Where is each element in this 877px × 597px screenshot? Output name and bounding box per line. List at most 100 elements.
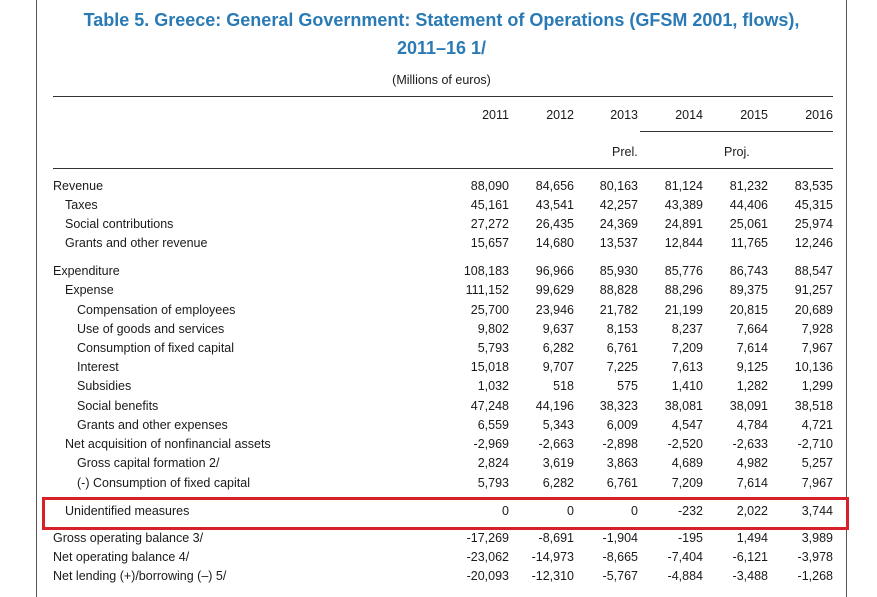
cell-value: 3,863: [606, 456, 638, 470]
cell-value: 9,707: [542, 360, 574, 374]
cell-value: 0: [567, 504, 574, 518]
cell-value: -8,665: [602, 550, 638, 564]
cell-value: -12,310: [531, 569, 574, 583]
cell-value: -23,062: [466, 550, 509, 564]
table-row: Social contributions 27,272 26,435 24,36…: [0, 215, 877, 234]
cell-value: 21,782: [599, 303, 638, 317]
cell-value: -17,269: [466, 531, 509, 545]
row-label: Use of goods and services: [77, 322, 225, 336]
row-label: Consumption of fixed capital: [77, 341, 235, 355]
cell-value: 96,966: [535, 264, 574, 278]
table-row: Consumption of fixed capital 5,793 6,282…: [0, 339, 877, 358]
cell-value: 2,824: [477, 456, 509, 470]
cell-value: 4,689: [671, 456, 703, 470]
cell-value: 11,765: [730, 236, 768, 250]
left-border: [36, 0, 37, 597]
cell-value: -8,691: [538, 531, 574, 545]
table-row: Social benefits 47,248 44,196 38,323 38,…: [0, 397, 877, 416]
cell-value: 518: [553, 379, 574, 393]
cell-value: 1,410: [671, 379, 703, 393]
cell-value: 7,614: [736, 476, 768, 490]
cell-value: 83,535: [794, 179, 833, 193]
cell-value: 1,032: [477, 379, 509, 393]
row-label: Compensation of employees: [77, 303, 236, 317]
cell-value: 7,664: [736, 322, 768, 336]
cell-value: 43,389: [664, 198, 703, 212]
cell-value: 12,246: [794, 236, 833, 250]
cell-value: 84,656: [535, 179, 574, 193]
row-label: Social contributions: [65, 217, 174, 231]
cell-value: 4,721: [801, 418, 833, 432]
cell-value: 7,614: [736, 341, 768, 355]
cell-value: 45,315: [794, 198, 833, 212]
header-bottom-rule: [53, 168, 833, 169]
cell-value: 27,272: [470, 217, 509, 231]
cell-value: 3,989: [801, 531, 833, 545]
table-row: Grants and other expenses 6,559 5,343 6,…: [0, 416, 877, 435]
cell-value: 24,369: [599, 217, 638, 231]
cell-value: 9,802: [477, 322, 509, 336]
row-label: Revenue: [53, 179, 104, 193]
cell-value: 3,744: [801, 504, 833, 518]
year-header-2014: 2014: [675, 108, 703, 122]
cell-value: 88,828: [599, 283, 638, 297]
cell-value: 15,657: [470, 236, 509, 250]
table-row: Gross capital formation 2/ 2,824 3,619 3…: [0, 454, 877, 473]
cell-value: 6,282: [542, 476, 574, 490]
cell-value: 38,323: [599, 399, 638, 413]
cell-value: 12,844: [664, 236, 703, 250]
header-top-rule: [53, 96, 833, 97]
cell-value: 7,613: [671, 360, 703, 374]
cell-value: 111,152: [465, 283, 509, 297]
cell-value: -14,973: [531, 550, 574, 564]
table-title: Table 5. Greece: General Government: Sta…: [83, 10, 800, 30]
row-label: Social benefits: [77, 399, 159, 413]
cell-value: 38,081: [664, 399, 703, 413]
cell-value: 88,090: [470, 179, 509, 193]
cell-value: 4,784: [736, 418, 768, 432]
cell-value: 80,163: [599, 179, 638, 193]
cell-value: 1,299: [801, 379, 833, 393]
cell-value: 7,967: [801, 341, 833, 355]
cell-value: 20,815: [729, 303, 768, 317]
cell-value: -4,884: [667, 569, 703, 583]
cell-value: 3,619: [542, 456, 574, 470]
table-row: Interest 15,018 9,707 7,225 7,613 9,125 …: [0, 358, 877, 377]
cell-value: 20,689: [794, 303, 833, 317]
cell-value: 6,559: [477, 418, 509, 432]
row-label: Taxes: [65, 198, 98, 212]
cell-value: -2,633: [732, 437, 768, 451]
row-label: Interest: [77, 360, 119, 374]
cell-value: 25,061: [729, 217, 768, 231]
cell-value: -1,904: [602, 531, 638, 545]
cell-value: 44,406: [729, 198, 768, 212]
cell-value: 14,680: [535, 236, 574, 250]
row-label: Net operating balance 4/: [53, 550, 190, 564]
cell-value: 4,982: [736, 456, 768, 470]
cell-value: -3,978: [797, 550, 833, 564]
cell-value: 24,891: [664, 217, 703, 231]
prel-label: Prel.: [612, 145, 638, 159]
row-label: Grants and other revenue: [65, 236, 208, 250]
proj-label: Proj.: [724, 145, 750, 159]
year-header-2012: 2012: [546, 108, 574, 122]
table-row: Expenditure 108,183 96,966 85,930 85,776…: [0, 262, 877, 281]
cell-value: 25,974: [794, 217, 833, 231]
cell-value: 2,022: [736, 504, 768, 518]
cell-value: 99,629: [535, 283, 574, 297]
cell-value: 44,196: [535, 399, 574, 413]
cell-value: 81,232: [729, 179, 768, 193]
cell-value: 88,547: [794, 264, 833, 278]
cell-value: -2,520: [667, 437, 703, 451]
row-label: Grants and other expenses: [77, 418, 228, 432]
table-row: Grants and other revenue 15,657 14,680 1…: [0, 234, 877, 253]
cell-value: 25,700: [470, 303, 509, 317]
cell-value: 10,136: [794, 360, 833, 374]
cell-value: 85,776: [664, 264, 703, 278]
cell-value: 15,018: [470, 360, 509, 374]
table-row: Gross operating balance 3/ -17,269 -8,69…: [0, 529, 877, 548]
cell-value: 43,541: [535, 198, 574, 212]
cell-value: 91,257: [794, 283, 833, 297]
row-label: (-) Consumption of fixed capital: [77, 476, 250, 490]
year-header-2013: 2013: [610, 108, 638, 122]
